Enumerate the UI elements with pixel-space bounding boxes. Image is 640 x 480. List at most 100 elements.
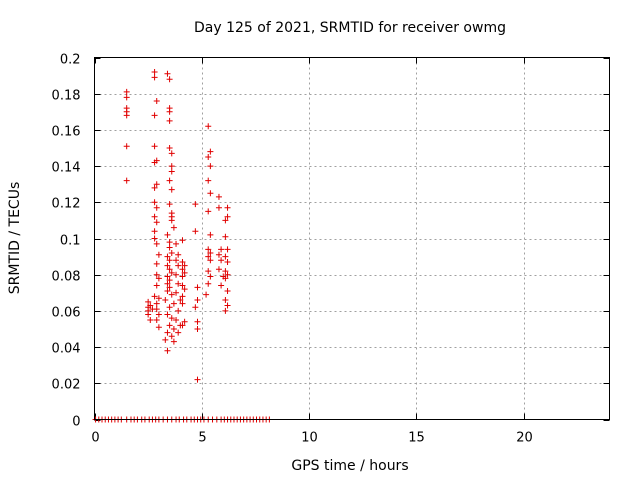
- y-tick-label: 0.1: [60, 234, 81, 249]
- data-point: [205, 246, 212, 253]
- data-point: [162, 297, 169, 304]
- data-point: [205, 253, 212, 260]
- data-point: [224, 204, 231, 211]
- data-point: [166, 304, 173, 311]
- data-point: [155, 251, 162, 258]
- data-point: [153, 97, 160, 104]
- data-point: [215, 266, 222, 273]
- data-point: [168, 186, 175, 193]
- data-point: [168, 150, 175, 157]
- data-point: [164, 262, 171, 269]
- data-point: [153, 204, 160, 211]
- y-tick-label: 0.04: [52, 342, 81, 357]
- data-point: [151, 293, 158, 300]
- data-point: [123, 112, 130, 119]
- data-point: [166, 277, 173, 284]
- data-point: [164, 273, 171, 280]
- y-tick-label: 0.02: [52, 378, 81, 393]
- data-point: [170, 300, 177, 307]
- data-point: [153, 300, 160, 307]
- data-point: [155, 275, 162, 282]
- data-point: [166, 145, 173, 151]
- data-point: [153, 282, 160, 289]
- chart-title: Day 125 of 2021, SRMTID for receiver owm…: [194, 20, 506, 36]
- data-point: [192, 201, 199, 208]
- data-point: [194, 326, 201, 332]
- data-point: [179, 259, 186, 266]
- data-point: [179, 293, 186, 300]
- data-point: [153, 316, 160, 323]
- data-point: [215, 251, 222, 258]
- data-point: [222, 268, 229, 275]
- x-tick-label: 15: [408, 431, 425, 446]
- data-point: [179, 237, 186, 244]
- data-point: [179, 266, 186, 273]
- data-point: [224, 287, 231, 294]
- data-point: [207, 163, 214, 170]
- data-point: [164, 231, 171, 238]
- data-point: [194, 284, 201, 291]
- data-point: [151, 112, 158, 119]
- data-point: [173, 271, 180, 278]
- data-point: [168, 269, 175, 276]
- data-point: [224, 246, 231, 253]
- data-point: [164, 287, 171, 294]
- data-point: [173, 316, 180, 323]
- data-point: [192, 304, 199, 311]
- data-point: [205, 280, 212, 287]
- data-point: [168, 291, 175, 298]
- data-point: [166, 117, 173, 124]
- data-point: [218, 246, 225, 253]
- y-tick-label: 0.2: [60, 53, 81, 68]
- data-point: [222, 297, 229, 304]
- y-axis-label: SRMTID / TECUs: [7, 182, 23, 295]
- data-point: [164, 329, 171, 336]
- data-point: [151, 68, 158, 75]
- grid: [94, 57, 610, 420]
- data-point: [179, 273, 186, 280]
- data-point: [222, 217, 229, 224]
- data-point: [153, 260, 160, 267]
- data-point: [147, 302, 154, 309]
- data-point: [207, 273, 214, 280]
- data-point: [205, 123, 212, 130]
- y-tick-label: 0.08: [52, 270, 81, 285]
- data-point: [222, 275, 229, 282]
- data-point: [194, 318, 201, 325]
- x-axis-label: GPS time / hours: [291, 458, 408, 474]
- data-point: [222, 307, 229, 314]
- data-point: [145, 311, 152, 318]
- data-point: [155, 311, 162, 318]
- data-point: [179, 282, 186, 289]
- data-point: [205, 177, 212, 184]
- data-point: [153, 181, 160, 188]
- data-point: [151, 184, 158, 191]
- data-point: [168, 315, 175, 322]
- data-point: [168, 168, 175, 175]
- data-point: [175, 251, 182, 258]
- data-point: [203, 291, 210, 298]
- data-point: [166, 322, 173, 329]
- data-point: [207, 257, 214, 264]
- data-point: [224, 213, 231, 220]
- y-tick-label: 0: [72, 415, 80, 430]
- data-point: [155, 295, 162, 302]
- data-point: [181, 318, 188, 325]
- data-point: [168, 333, 175, 340]
- data-point: [175, 307, 182, 314]
- data-point: [164, 311, 171, 318]
- data-point: [168, 249, 175, 256]
- y-tick-label: 0.12: [52, 197, 81, 212]
- data-point: [166, 177, 173, 184]
- data-point: [166, 108, 173, 115]
- x-tick-label: 10: [301, 431, 318, 446]
- data-point: [166, 244, 173, 251]
- data-point: [218, 282, 225, 289]
- data-point: [175, 280, 182, 287]
- axis-ticks: 0 5 10 15 20 0 0.02 0.04 0.06 0.08 0.1 0.12 0.14 0.16…: [52, 53, 610, 446]
- data-point: [123, 143, 130, 150]
- data-point: [166, 266, 173, 273]
- data-point: [215, 193, 222, 200]
- data-point: [166, 239, 173, 246]
